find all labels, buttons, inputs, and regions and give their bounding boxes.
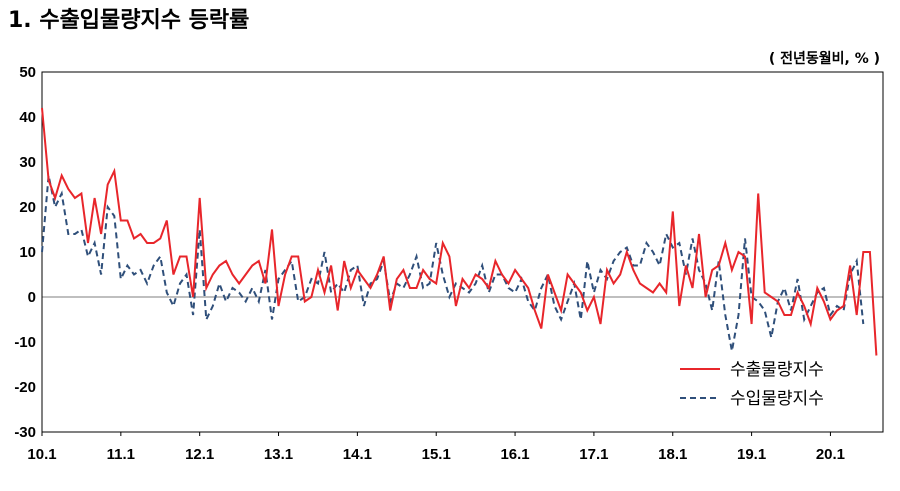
legend: 수출물량지수 수입물량지수 <box>680 360 824 409</box>
x-tick-label: 19.1 <box>737 446 766 463</box>
y-tick-label: 40 <box>19 109 36 126</box>
y-tick-label: -10 <box>14 334 36 351</box>
y-tick-label: -20 <box>14 379 36 396</box>
x-tick-label: 18.1 <box>658 446 687 463</box>
y-tick-label: 10 <box>19 244 36 261</box>
y-axis-ticks: 50 40 30 20 10 0 -10 -20 -30 <box>14 64 36 441</box>
x-tick-label: 12.1 <box>185 446 214 463</box>
x-tick-label: 20.1 <box>816 446 845 463</box>
series-import-line <box>41 175 865 352</box>
chart-title: 1. 수출입물량지수 등락률 <box>8 8 250 33</box>
legend-label-import: 수입물량지수 <box>730 389 824 409</box>
x-tick-label: 15.1 <box>422 446 451 463</box>
y-tick-label: 30 <box>19 154 36 171</box>
y-tick-label: -30 <box>14 424 36 441</box>
x-tick-label: 16.1 <box>500 446 529 463</box>
x-tick-label: 17.1 <box>579 446 608 463</box>
y-tick-label: 0 <box>28 289 36 306</box>
legend-label-export: 수출물량지수 <box>730 360 824 380</box>
x-tick-label: 11.1 <box>107 446 135 463</box>
unit-label: ( 전년동월비, % ) <box>768 51 880 67</box>
x-tick-label: 10.1 <box>27 446 56 463</box>
y-tick-label: 20 <box>19 199 36 216</box>
series-export-line <box>41 107 878 356</box>
x-axis-ticks: 10.1 11.1 12.1 13.1 14.1 15.1 16.1 17.1 18.1 19.1… <box>27 432 845 463</box>
x-tick-label: 14.1 <box>343 446 372 463</box>
y-tick-label: 50 <box>19 64 36 81</box>
x-tick-label: 13.1 <box>264 446 293 463</box>
